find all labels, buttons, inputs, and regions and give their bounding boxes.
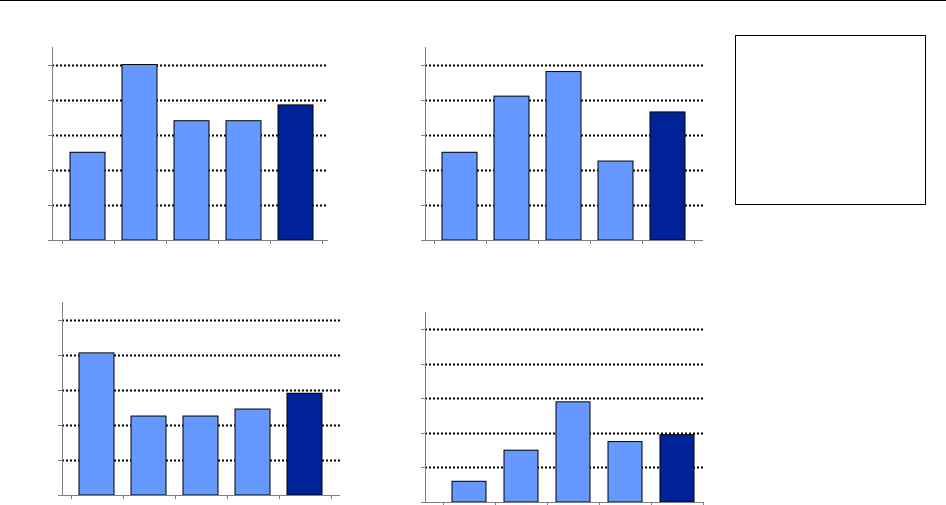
bar-chart-top-left [48, 47, 328, 244]
bar-0 [441, 151, 478, 241]
bar-4 [659, 434, 695, 503]
bar-0 [451, 480, 487, 503]
bar-2 [555, 401, 591, 503]
bar-chart-bottom-left [58, 302, 340, 499]
bar-3 [234, 408, 271, 496]
bar-3 [607, 441, 643, 503]
legend-box [735, 35, 926, 205]
bar-1 [121, 64, 158, 241]
bar-3 [597, 160, 634, 241]
bar-3 [225, 120, 262, 241]
bar-chart-top-right [421, 47, 703, 244]
bar-4 [649, 111, 686, 241]
bar-2 [182, 415, 219, 496]
bar-1 [503, 449, 539, 503]
bar-1 [493, 95, 530, 241]
bar-4 [286, 392, 323, 496]
bar-0 [78, 352, 115, 496]
bar-0 [69, 151, 106, 241]
bar-4 [277, 104, 314, 241]
bar-1 [130, 415, 167, 496]
top-rule [0, 0, 946, 1]
bar-2 [173, 120, 210, 241]
bar-chart-bottom-right [421, 312, 704, 505]
bar-2 [545, 71, 582, 241]
